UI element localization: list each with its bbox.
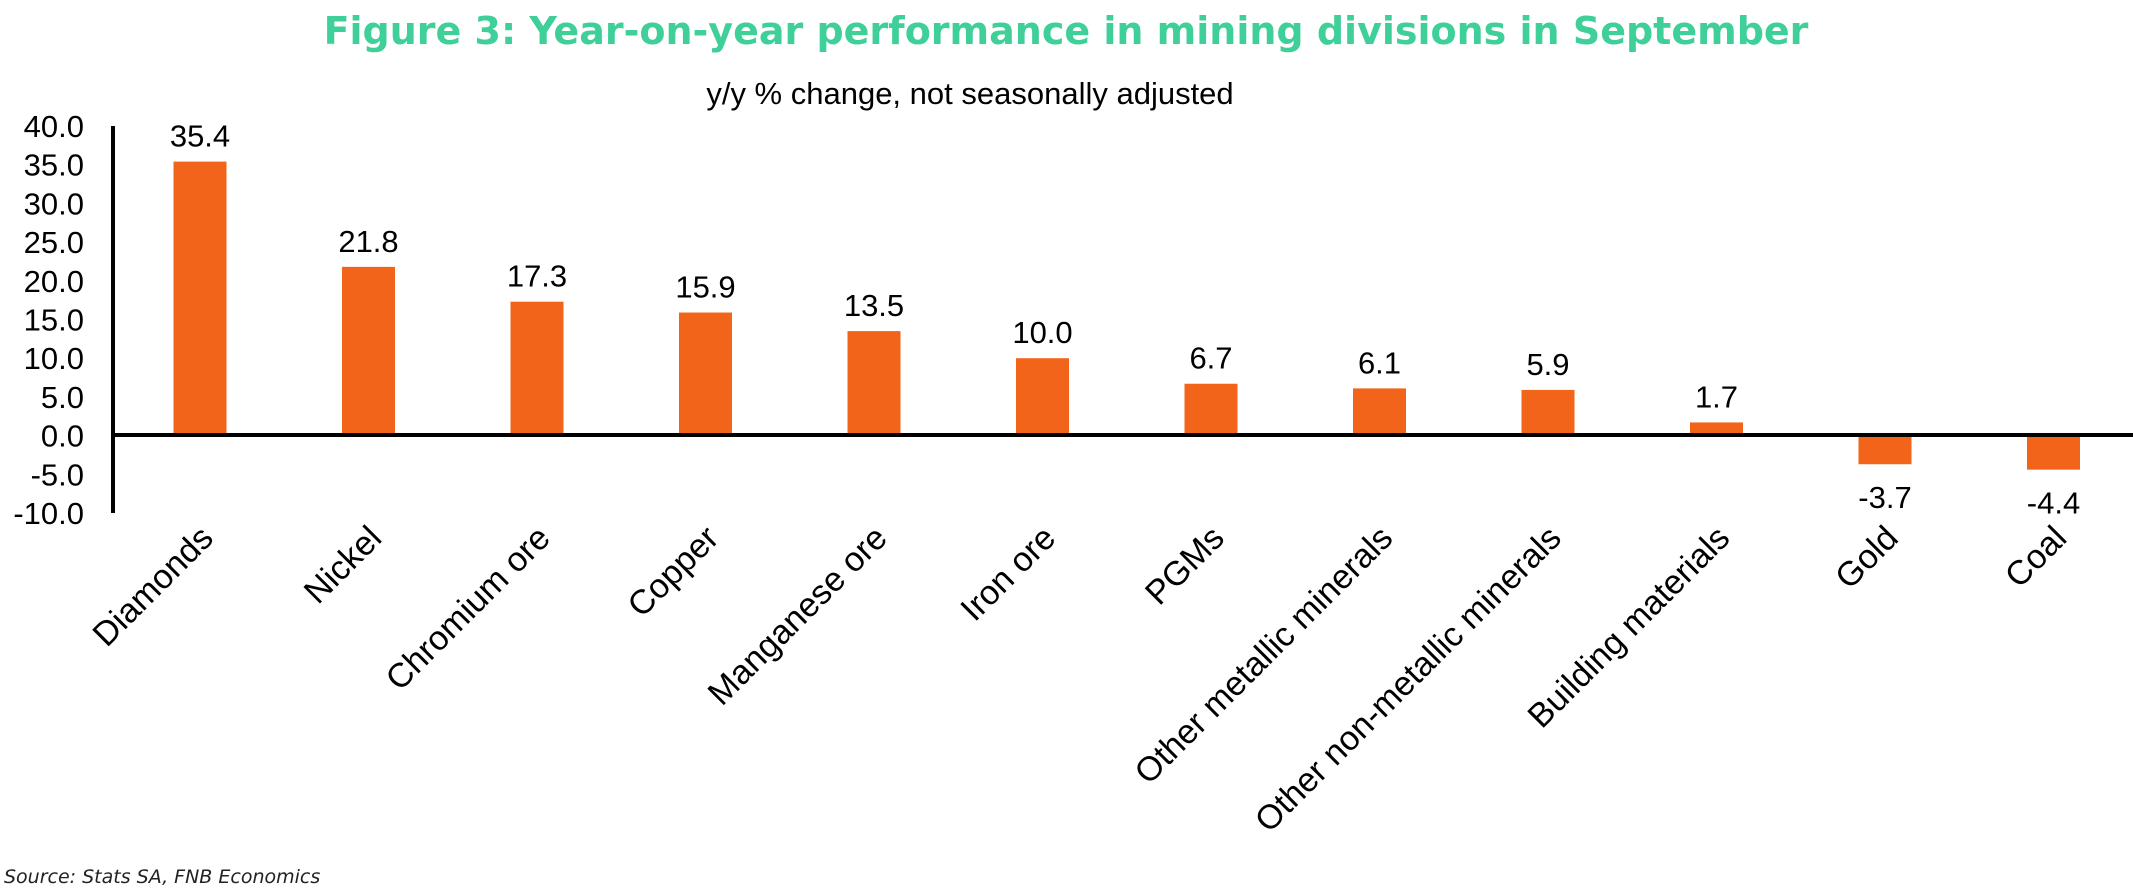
data-label: 6.1 <box>1358 345 1401 380</box>
data-label: 5.9 <box>1526 347 1569 382</box>
bar-gold <box>1858 435 1912 465</box>
y-tick-label: 5.0 <box>41 380 84 415</box>
data-label: 21.8 <box>338 224 398 259</box>
bar-chromium-ore <box>510 301 564 436</box>
chart-title: Figure 3: Year-on-year performance in mi… <box>324 9 1809 53</box>
category-label: Gold <box>1828 519 1906 597</box>
bar-other-non-metallic-minerals <box>1521 389 1575 436</box>
y-axis-tick-labels: 40.0 35.030.0 25.0 20.0 15.010.0 5.0 0.0-5.0 -1… <box>13 109 84 531</box>
bar-other-metallic-minerals <box>1353 388 1406 436</box>
category-label: Manganese ore <box>701 519 895 713</box>
bar-coal <box>2027 435 2080 470</box>
data-labels: 35.4 21.8 17.3 15.9 13.5 10.0 6.7 6.1 5.9 1.7 -3.7… <box>170 119 2080 521</box>
data-label: 13.5 <box>844 288 904 323</box>
y-tick-label: -10.0 <box>13 496 84 531</box>
bar-series <box>173 161 2080 470</box>
data-label: -3.7 <box>1858 480 1911 515</box>
y-tick-label: 10.0 <box>24 341 84 376</box>
bar-iron-ore <box>1016 358 1069 436</box>
y-tick-label: 20.0 <box>24 264 84 299</box>
data-label: 6.7 <box>1189 341 1232 376</box>
bar-diamonds <box>173 161 227 436</box>
category-label: Coal <box>1998 519 2074 595</box>
y-tick-label: 0.0 <box>41 419 84 454</box>
y-tick-label: -5.0 <box>31 457 84 492</box>
data-label: 10.0 <box>1012 315 1072 350</box>
y-tick-label: 25.0 <box>24 225 84 260</box>
category-label: Nickel <box>297 519 389 611</box>
bar-pgms <box>1184 383 1238 436</box>
category-label: Chromium ore <box>378 519 557 698</box>
y-tick-label: 15.0 <box>24 303 84 338</box>
data-label: 35.4 <box>170 119 230 154</box>
category-label: Other non-metallic minerals <box>1248 519 1569 840</box>
data-label: 17.3 <box>507 259 567 294</box>
data-label: 1.7 <box>1695 379 1738 414</box>
bar-manganese-ore <box>847 331 901 436</box>
bar-building-materials <box>1690 422 1743 436</box>
bar-nickel <box>342 266 395 436</box>
data-label: -4.4 <box>2027 486 2080 521</box>
chart-subtitle: y/y % change, not seasonally adjusted <box>706 76 1233 111</box>
y-tick-label: 30.0 <box>24 186 84 221</box>
category-label: Copper <box>620 519 726 625</box>
bar-copper <box>679 312 732 436</box>
data-label: 15.9 <box>675 270 735 305</box>
category-label: Iron ore <box>953 519 1063 629</box>
source-note: Source: Stats SA, FNB Economics <box>4 866 320 888</box>
category-label: Diamonds <box>86 519 221 654</box>
y-tick-label: 35.0 <box>24 148 84 183</box>
y-tick-label: 40.0 <box>24 109 84 144</box>
category-label: PGMs <box>1138 519 1232 613</box>
